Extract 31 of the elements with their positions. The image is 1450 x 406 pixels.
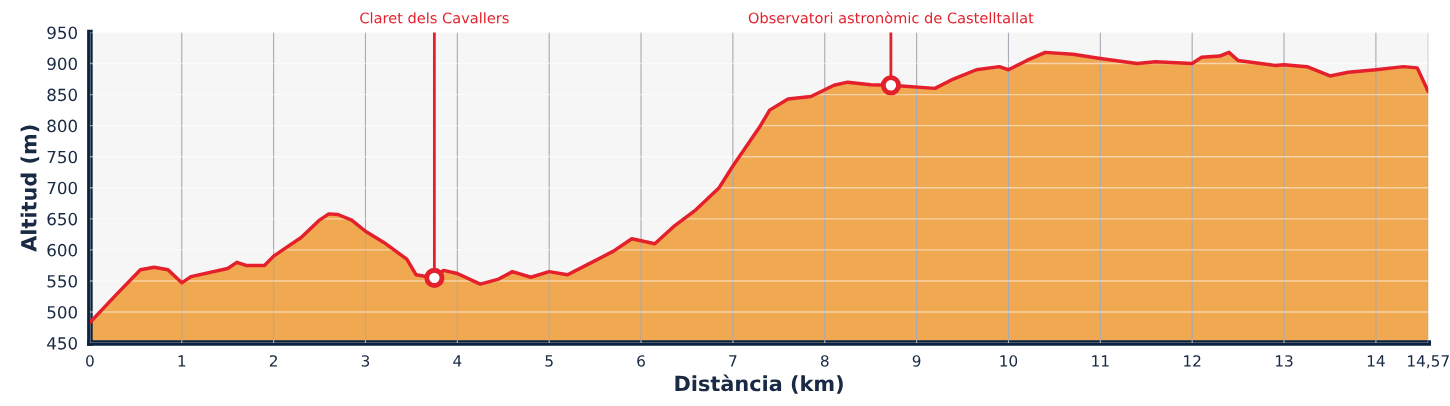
y-tick-label: 750	[47, 150, 77, 164]
y-tick-label: 550	[47, 274, 77, 288]
y-tick-label: 600	[47, 243, 77, 257]
y-tick-label: 700	[47, 181, 77, 195]
x-tick-label: 1	[178, 355, 186, 367]
x-tick-label: 14,57	[1408, 355, 1449, 369]
x-tick-label: 3	[361, 355, 370, 367]
x-tick-label: 14	[1367, 355, 1385, 367]
y-tick-label: 900	[47, 57, 77, 71]
x-tick-label: 12	[1184, 355, 1201, 367]
x-tick-label: 0	[86, 355, 94, 367]
y-axis-title: Altitud (m)	[20, 125, 40, 252]
y-tick-label: 500	[47, 305, 77, 319]
y-tick-label: 650	[47, 212, 77, 226]
x-tick-label: 7	[729, 355, 737, 367]
x-tick-label: 2	[269, 355, 277, 367]
x-tick-label: 13	[1275, 355, 1293, 367]
annotation: Observatori astronòmic de Castelltallat	[748, 11, 1034, 24]
y-tick-label: 850	[47, 88, 77, 102]
y-tick-label: 800	[47, 119, 77, 133]
x-tick-label: 10	[1000, 355, 1018, 367]
annotation: Claret dels Cavallers	[360, 12, 509, 24]
y-tick-label: 450	[47, 337, 77, 350]
x-tick-label: 4	[453, 355, 462, 367]
x-tick-label: 11	[1092, 355, 1109, 367]
x-tick-label: 9	[912, 355, 921, 367]
x-tick-label: 5	[545, 355, 553, 367]
x-tick-label: 8	[820, 355, 829, 367]
x-axis-title: Distància (km)	[675, 374, 843, 394]
y-tick-label: 950	[47, 26, 77, 40]
x-tick-label: 6	[637, 355, 645, 367]
